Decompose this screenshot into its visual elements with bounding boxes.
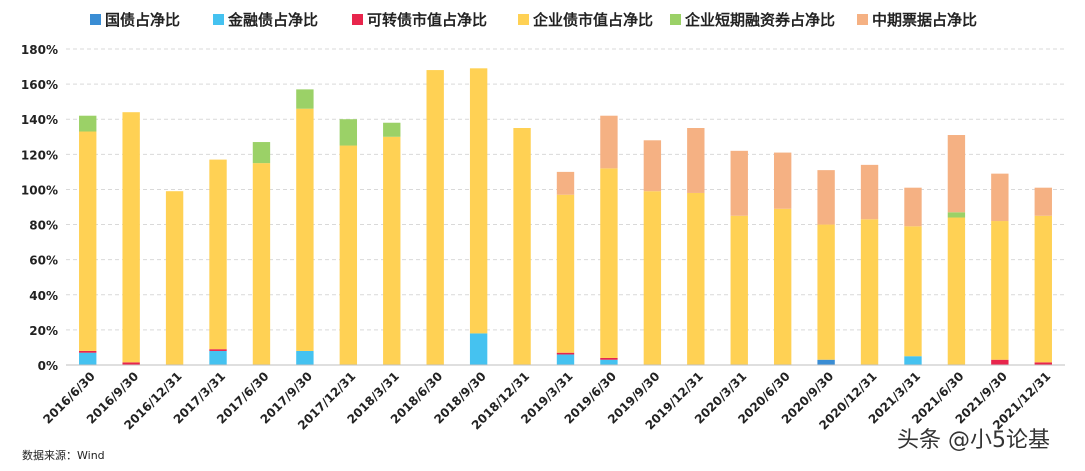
bar-segment <box>600 357 618 360</box>
bar-segment <box>556 171 575 195</box>
legend-label: 可转债市值占净比 <box>367 11 487 29</box>
bar-segment <box>296 108 314 351</box>
bar-segment <box>556 194 575 353</box>
bar-segment <box>947 212 966 218</box>
bar-segment <box>209 159 227 350</box>
bar-segment <box>339 145 358 365</box>
bar-segment <box>904 226 922 357</box>
bar-segment <box>600 168 618 358</box>
bar-segment <box>817 359 835 365</box>
y-tick-label: 80% <box>29 219 58 233</box>
bar-segment <box>947 135 966 213</box>
bar-segment <box>209 350 227 365</box>
bar-segment <box>643 140 662 192</box>
bar-segment <box>79 350 97 353</box>
bar-segment <box>730 150 748 216</box>
bar-segment <box>79 131 97 351</box>
chart-legend: 国债占净比 金融债占净比 可转债市值占净比 企业债市值占净比 企业短期融资券占净比 中期票… <box>90 11 977 29</box>
y-tick-label: 40% <box>29 289 58 303</box>
bar-segment <box>991 173 1009 222</box>
bar-segment <box>556 352 575 355</box>
y-tick-label: 120% <box>21 148 58 162</box>
bar-segment <box>860 219 879 365</box>
bar-segment <box>860 164 879 220</box>
bar-segment <box>687 128 705 193</box>
bar-segment <box>1034 215 1052 363</box>
bar-segment <box>904 187 922 227</box>
bar-segment <box>469 68 488 334</box>
bar-segment <box>252 163 271 365</box>
bar-segment <box>209 349 227 351</box>
bar-segment <box>383 136 401 365</box>
bar-segment <box>817 170 835 225</box>
bar-segment <box>773 208 792 365</box>
bar-segment <box>730 215 748 365</box>
bar-segment <box>1034 362 1052 365</box>
bar-segment <box>556 354 575 365</box>
legend-swatch <box>518 14 529 25</box>
bar-segment <box>773 152 792 209</box>
chart-bars <box>79 68 1052 366</box>
legend-swatch <box>857 14 868 25</box>
y-tick-label: 60% <box>29 254 58 268</box>
bar-segment <box>469 333 488 365</box>
watermark-text: 头条 @小5论基 <box>897 428 1050 453</box>
y-tick-label: 0% <box>38 359 58 373</box>
legend-label: 国债占净比 <box>105 11 180 29</box>
bar-segment <box>643 191 662 365</box>
bar-segment <box>817 224 835 360</box>
legend-swatch <box>670 14 681 25</box>
bar-segment <box>991 221 1009 360</box>
bar-segment <box>122 362 140 365</box>
y-axis-tick-labels: 0% 20% 40% 60% 80% 100% 120% 140% 160% 180% <box>21 43 58 373</box>
bar-segment <box>426 70 444 366</box>
bar-segment <box>79 115 97 132</box>
bar-segment <box>383 122 401 137</box>
bar-segment <box>252 142 271 164</box>
data-source-note: 数据来源：Wind <box>22 448 105 462</box>
y-tick-label: 20% <box>29 324 58 338</box>
bar-segment <box>513 128 531 365</box>
y-tick-label: 160% <box>21 78 58 92</box>
bar-segment <box>947 217 966 365</box>
legend-label: 金融债占净比 <box>227 11 318 29</box>
bar-segment <box>687 192 705 365</box>
legend-swatch <box>352 14 363 25</box>
bar-segment <box>600 359 618 365</box>
bar-segment <box>79 352 97 365</box>
y-tick-label: 100% <box>21 183 58 197</box>
bar-segment <box>600 115 618 169</box>
x-axis-tick-labels: 2016/6/302016/9/302016/12/312017/3/31201… <box>40 369 1053 432</box>
bar-segment <box>122 112 140 363</box>
bar-segment <box>904 356 922 365</box>
y-tick-label: 140% <box>21 113 58 127</box>
bar-segment <box>165 191 184 365</box>
legend-swatch <box>90 14 101 25</box>
y-tick-label: 180% <box>21 43 58 57</box>
bar-segment <box>339 119 358 146</box>
legend-label: 中期票据占净比 <box>872 11 977 29</box>
bar-segment <box>296 350 314 365</box>
bar-segment <box>296 89 314 109</box>
legend-label: 企业短期融资券占净比 <box>684 11 835 29</box>
bar-segment <box>991 359 1009 365</box>
legend-label: 企业债市值占净比 <box>532 11 653 29</box>
bar-segment <box>1034 187 1052 216</box>
legend-swatch <box>213 14 224 25</box>
